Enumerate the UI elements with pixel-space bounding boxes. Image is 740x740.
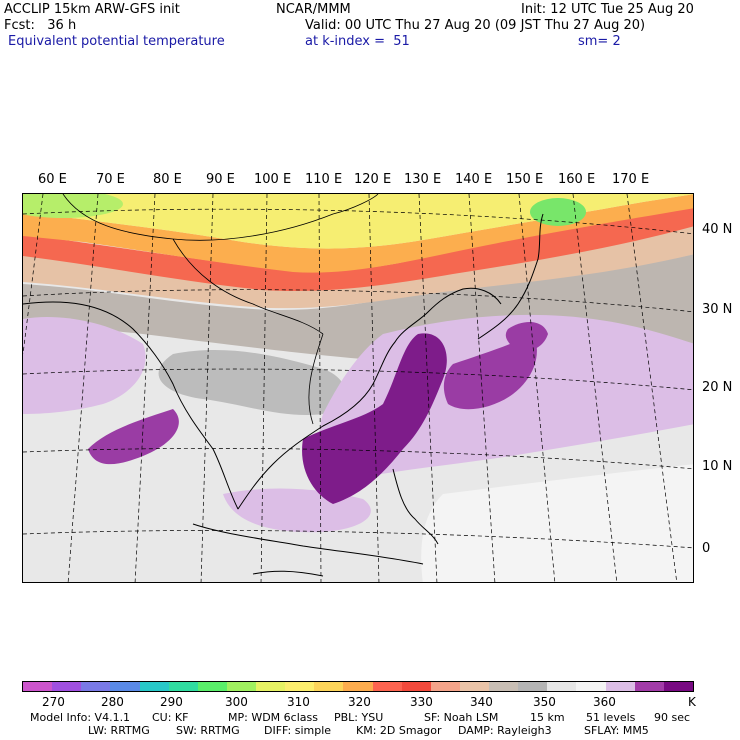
- field-band-375k-pacific: [443, 334, 537, 410]
- colorbar-label-310: 310: [287, 695, 310, 709]
- colorbar-segment-12: [372, 682, 402, 691]
- colorbar-label-270: 270: [42, 695, 65, 709]
- colorbar-segment-11: [343, 682, 373, 691]
- lon-label-110e: 110 E: [305, 172, 343, 187]
- colorbar-segment-2: [81, 682, 111, 691]
- lon-label-130e: 130 E: [404, 172, 442, 187]
- lat-label-20n: 20 N: [702, 380, 733, 395]
- colorbar-unit-label: K: [688, 695, 696, 709]
- colorbar-segment-20: [605, 682, 635, 691]
- colorbar-segment-16: [489, 682, 519, 691]
- footer-shortwave: SW: RRTMG: [176, 724, 240, 737]
- header-valid-time: Valid: 00 UTC Thu 27 Aug 20 (09 JST Thu …: [305, 18, 646, 33]
- header-forecast-hour: Fcst: 36 h: [4, 18, 77, 33]
- map-field-plot: [23, 194, 693, 582]
- footer-model-version: Model Info: V4.1.1: [30, 711, 131, 724]
- field-band-375k-ne: [505, 322, 548, 351]
- colorbar-segment-8: [256, 682, 286, 691]
- field-band-345k: [23, 224, 693, 309]
- colorbar-label-340: 340: [470, 695, 493, 709]
- colorbar-label-330: 330: [410, 695, 433, 709]
- field-patch-300k-east: [530, 198, 586, 226]
- footer-longwave: LW: RRTMG: [88, 724, 150, 737]
- lon-label-150e: 150 E: [506, 172, 544, 187]
- footer-levels: 51 levels: [586, 711, 636, 724]
- colorbar-segment-14: [430, 682, 460, 691]
- header-smoothing: sm= 2: [578, 34, 621, 49]
- footer-pbl: PBL: YSU: [334, 711, 384, 724]
- lat-label-equator: 0: [702, 541, 711, 556]
- lat-label-30n: 30 N: [702, 302, 733, 317]
- lat-label-40n: 40 N: [702, 222, 733, 237]
- lon-label-100e: 100 E: [254, 172, 292, 187]
- colorbar-label-290: 290: [160, 695, 183, 709]
- field-band-360k-se: [421, 464, 693, 582]
- colorbar-label-360: 360: [593, 695, 616, 709]
- colorbar-segment-4: [139, 682, 169, 691]
- lon-label-70e: 70 E: [96, 172, 125, 187]
- colorbar-label-280: 280: [101, 695, 124, 709]
- graticule: [23, 194, 693, 582]
- colorbar-segment-3: [110, 682, 140, 691]
- footer-damping: DAMP: Rayleigh3: [458, 724, 552, 737]
- header-level: at k-index = 51: [305, 34, 410, 49]
- lon-label-60e: 60 E: [38, 172, 67, 187]
- coastline-japan: [477, 213, 544, 340]
- lat-label-10n: 10 N: [702, 459, 733, 474]
- field-band-350k-plateau: [158, 349, 346, 416]
- colorbar-label-300: 300: [225, 695, 248, 709]
- footer-cumulus: CU: KF: [152, 711, 189, 724]
- footer-diffusion: DIFF: simple: [264, 724, 332, 737]
- lon-label-120e: 120 E: [354, 172, 392, 187]
- footer-km: KM: 2D Smagor: [356, 724, 442, 737]
- colorbar-segment-21: [634, 682, 664, 691]
- colorbar-segment-0: [23, 682, 53, 691]
- header-institution: NCAR/MMM: [276, 2, 351, 17]
- colorbar-label-320: 320: [348, 695, 371, 709]
- header-run-title: ACCLIP 15km ARW-GFS init: [4, 2, 180, 17]
- colorbar: [22, 681, 694, 692]
- footer-surface-layer: SFLAY: MM5: [584, 724, 649, 737]
- field-band-330k: [23, 206, 693, 292]
- colorbar-segment-17: [518, 682, 548, 691]
- coastline-indonesia: [192, 523, 424, 577]
- colorbar-segment-19: [576, 682, 606, 691]
- field-band-325k: [23, 194, 693, 273]
- footer-microphysics: MP: WDM 6class: [228, 711, 318, 724]
- colorbar-segment-10: [314, 682, 344, 691]
- colorbar-segment-7: [226, 682, 256, 691]
- colorbar-segment-6: [197, 682, 227, 691]
- field-band-365k: [23, 316, 146, 414]
- footer-resolution: 15 km: [530, 711, 565, 724]
- header-field-name: Equivalent potential temperature: [8, 34, 225, 49]
- colorbar-segment-15: [459, 682, 489, 691]
- map-panel: [22, 193, 694, 583]
- lon-label-140e: 140 E: [455, 172, 493, 187]
- coastline-philippines: [392, 468, 439, 545]
- field-band-375k-bay: [88, 409, 179, 465]
- field-band-315k: [23, 194, 693, 249]
- footer-surface: SF: Noah LSM: [424, 711, 499, 724]
- lon-label-90e: 90 E: [206, 172, 235, 187]
- colorbar-label-350: 350: [533, 695, 556, 709]
- header-init-time: Init: 12 UTC Tue 25 Aug 20: [521, 2, 694, 17]
- colorbar-segment-5: [168, 682, 198, 691]
- colorbar-segment-9: [285, 682, 315, 691]
- coastline: [23, 287, 502, 510]
- colorbar-segment-13: [401, 682, 431, 691]
- colorbar-segment-22: [663, 682, 693, 691]
- lon-label-80e: 80 E: [153, 172, 182, 187]
- colorbar-segment-18: [547, 682, 577, 691]
- colorbar-segment-1: [52, 682, 82, 691]
- lon-label-170e: 170 E: [612, 172, 650, 187]
- footer-timestep: 90 sec: [654, 711, 691, 724]
- lon-label-160e: 160 E: [558, 172, 596, 187]
